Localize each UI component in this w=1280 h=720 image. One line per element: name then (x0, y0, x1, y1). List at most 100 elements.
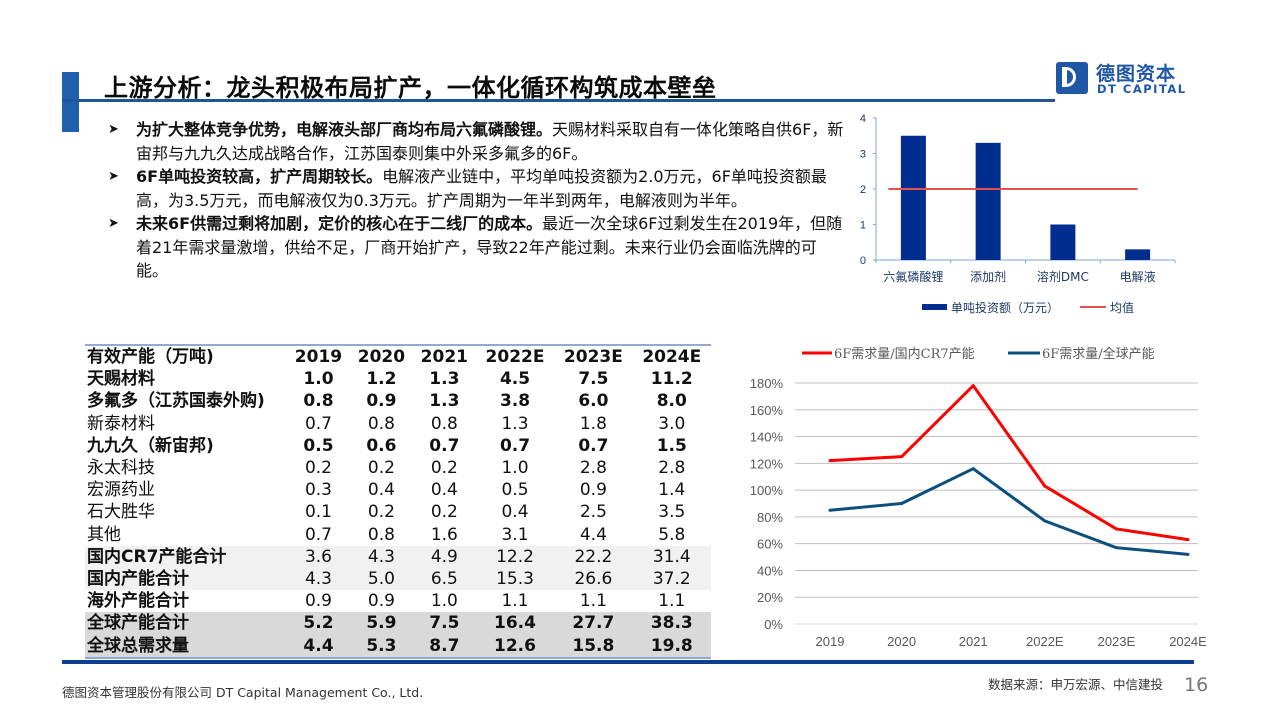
capacity-value-cell: 0.7 (499, 435, 531, 456)
table-header-row: 有效产能（万吨) 2019 2020 2021 2022E 2023E 2024… (85, 343, 711, 369)
capacity-value-cell: 2.5 (579, 502, 607, 523)
y-tick-label: 120% (750, 456, 784, 471)
capacity-value-cell: 27.7 (554, 612, 633, 635)
capacity-value-cell: 1.1 (579, 591, 607, 612)
company-name-cell: 其他 (87, 524, 121, 545)
capacity-value-cell: 6.5 (412, 567, 476, 591)
capacity-value-cell: 0.8 (430, 413, 458, 434)
y-tick-label: 180% (750, 376, 784, 391)
footer-company: 德图资本管理股份有限公司 DT Capital Management Co., … (62, 685, 424, 700)
capacity-value-cell: 3.0 (658, 413, 686, 434)
y-tick-label: 40% (757, 563, 783, 578)
capacity-value-cell: 0.4 (430, 480, 458, 501)
data-point (1043, 484, 1047, 488)
table-header-cell: 2022E (475, 343, 555, 369)
legend-label: 6F需求量/全球产能 (1042, 346, 1155, 362)
table-row: 多氟多（江苏国泰外购) 0.8 0.9 1.3 3.8 6.0 8.0 (85, 390, 711, 412)
x-tick-label: 2023E (1098, 634, 1136, 649)
capacity-value-cell: 0.8 (367, 413, 395, 434)
data-point (900, 502, 904, 505)
bullet-body: 电解液产业链中，平均单吨投资额为2.0万元，6F单吨投资额最高，为3.5万元，而… (136, 167, 827, 210)
capacity-value-cell: 31.4 (632, 545, 711, 568)
legend-label: 6F需求量/国内CR7产能 (834, 346, 975, 362)
capacity-value-cell: 15.8 (554, 634, 633, 659)
bullet-headline: 6F单吨投资较高，扩产周期较长。 (136, 167, 383, 186)
company-logo: 德图资本 DT CAPITAL (1056, 62, 1236, 98)
arrowhead-bullet-icon: ➤ (108, 169, 119, 184)
legend-label: 均值 (1110, 300, 1134, 315)
capacity-value-cell: 1.4 (658, 480, 686, 501)
capacity-value-cell: 0.6 (366, 435, 397, 456)
y-tick-label: 60% (757, 537, 783, 552)
company-name-cell: 全球总需求量 (85, 634, 287, 659)
x-tick-label: 2021 (959, 634, 988, 649)
capacity-value-cell: 3.6 (287, 545, 350, 568)
capacity-value-cell: 1.2 (366, 369, 397, 390)
y-tick-label: 20% (757, 590, 783, 605)
company-name-cell: 宏源药业 (87, 480, 155, 501)
x-tick-label: 2022E (1026, 634, 1064, 649)
capacity-value-cell: 2.8 (579, 458, 607, 479)
company-name-cell: 天赐材料 (87, 369, 155, 390)
capacity-value-cell: 5.2 (287, 612, 350, 635)
capacity-value-cell: 1.1 (501, 591, 529, 612)
capacity-value-cell: 0.2 (430, 458, 458, 479)
company-name-cell: 多氟多（江苏国泰外购) (87, 391, 265, 412)
series-line (829, 384, 1189, 542)
data-point (828, 508, 832, 512)
data-point (1114, 546, 1118, 550)
bullet-list: ➤ 为扩大整体竞争优势，电解液头部厂商均布局六氟磷酸锂。天赐材料采取自有一体化策… (104, 118, 844, 283)
y-tick-label: 0 (860, 255, 866, 267)
x-tick-label: 六氟磷酸锂 (883, 269, 943, 284)
bullet-headline: 为扩大整体竞争优势，电解液头部厂商均布局六氟磷酸锂。 (136, 120, 553, 139)
capacity-value-cell: 1.0 (430, 591, 458, 612)
company-name-cell: 国内产能合计 (85, 567, 287, 591)
data-source: 数据来源：申万宏源、中信建投 (988, 677, 1164, 692)
company-name-cell: 九九久（新宙邦) (87, 435, 214, 456)
capacity-value-cell: 11.2 (650, 369, 693, 390)
capacity-value-cell: 1.3 (429, 391, 460, 412)
table-row: 新泰材料 0.7 0.8 0.8 1.3 1.8 3.0 (85, 413, 711, 435)
bar (975, 142, 1001, 260)
y-tick-label: 2 (860, 184, 866, 196)
y-tick-label: 80% (757, 510, 783, 525)
capacity-value-cell: 22.2 (554, 545, 633, 568)
bottom-divider (62, 660, 1194, 664)
capacity-value-cell: 3.8 (499, 391, 531, 412)
company-name-cell: 全球产能合计 (85, 612, 287, 635)
legend-label: 单吨投资额（万元） (951, 300, 1059, 315)
data-point (1186, 538, 1190, 542)
capacity-value-cell: 15.3 (475, 567, 555, 591)
bullet-item: ➤ 为扩大整体竞争优势，电解液头部厂商均布局六氟磷酸锂。天赐材料采取自有一体化策… (104, 118, 844, 165)
company-name-cell: 永太科技 (87, 458, 155, 479)
x-tick-label: 溶剂DMC (1037, 269, 1089, 284)
capacity-value-cell: 4.4 (579, 524, 607, 545)
table-row: 永太科技 0.2 0.2 0.2 1.0 2.8 2.8 (85, 457, 711, 479)
y-tick-label: 160% (750, 403, 784, 418)
arrowhead-bullet-icon: ➤ (108, 216, 119, 231)
data-point (971, 467, 975, 471)
bar (1125, 249, 1151, 260)
bullet-body: 最近一次全球6F过剩发生在2019年，但随着21年需求量激增，供给不足，厂商开始… (136, 214, 843, 280)
data-point (1186, 552, 1190, 556)
bullet-headline: 未来6F供需过剩将加剧，定价的核心在于二线厂的成本。 (136, 214, 543, 233)
capacity-value-cell: 0.2 (304, 458, 332, 479)
capacity-value-cell: 16.4 (475, 612, 555, 635)
table-header-cell: 2023E (554, 343, 633, 369)
capacity-value-cell: 0.4 (501, 502, 529, 523)
bullet-body: 天赐材料采取自有一体化策略自供6F，新宙邦与九九久达成战略合作，江苏国泰则集中外… (136, 120, 844, 163)
company-name-cell: 新泰材料 (87, 413, 155, 434)
capacity-value-cell: 1.3 (501, 413, 529, 434)
table-header-cell: 2021 (412, 343, 476, 369)
x-tick-label: 2024E (1169, 634, 1207, 649)
capacity-value-cell: 26.6 (554, 567, 633, 591)
logo-d-icon (1056, 62, 1088, 94)
data-point (971, 384, 975, 388)
capacity-value-cell: 0.5 (501, 480, 529, 501)
capacity-value-cell: 0.2 (367, 502, 395, 523)
capacity-value-cell: 37.2 (632, 567, 711, 591)
capacity-value-cell: 8.0 (656, 391, 687, 412)
data-point (900, 455, 904, 459)
capacity-value-cell: 5.3 (349, 634, 413, 659)
capacity-value-cell: 0.9 (367, 591, 395, 612)
